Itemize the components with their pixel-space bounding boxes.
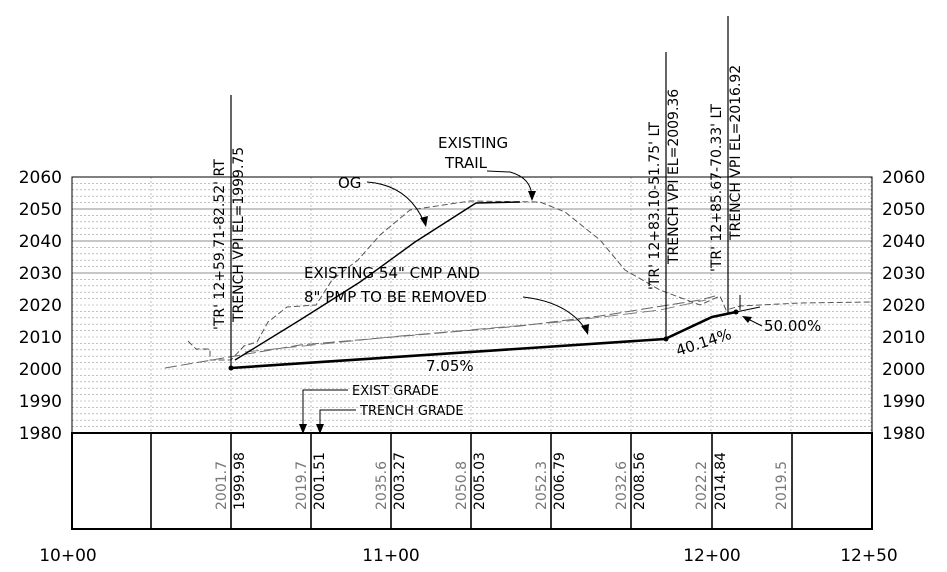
exist-grade-values: 2001.7 2019.7 2035.6 2050.8 2052.3 2032.… <box>214 461 790 510</box>
vpi-left-station: 'TR' 12+59.71-82.52' RT <box>212 159 228 330</box>
vpi-left-callout: 'TR' 12+59.71-82.52' RT TRENCH VPI EL=19… <box>212 147 247 330</box>
trench-grade-value: 2008.56 <box>632 452 648 510</box>
elev-label-right-2060: 2060 <box>882 168 925 188</box>
og-line <box>234 201 521 361</box>
og-leader <box>366 181 425 223</box>
trench-extension <box>735 306 761 313</box>
exist-grade-value: 2050.8 <box>454 461 470 510</box>
exist-grade-value: 2019.7 <box>294 461 310 510</box>
exist-grade-value: 2052.3 <box>534 461 550 510</box>
vpi-right-callout: 'TR' 12+85.67-70.33' LT TRENCH VPI EL=20… <box>709 65 744 272</box>
trench-grade-value: 2006.79 <box>552 452 568 510</box>
exist-grade-value: 2032.6 <box>614 461 630 510</box>
elev-label-right-2000: 2000 <box>882 360 925 380</box>
elev-label-right-2030: 2030 <box>882 264 925 284</box>
exist-grade-value: 2035.6 <box>374 461 390 510</box>
existing-trail-arrowhead <box>528 191 536 201</box>
elev-label-2020: 2020 <box>19 296 62 316</box>
cmp-leader <box>522 296 587 331</box>
exist-grade-label: EXIST GRADE <box>352 384 439 399</box>
trench-grade-leader <box>319 409 356 430</box>
grade-label-7-05: 7.05% <box>426 357 474 375</box>
cmp-label-1: EXISTING 54" CMP AND <box>304 264 480 282</box>
elev-label-1980: 1980 <box>19 424 62 444</box>
exist-grade-arrowhead <box>299 424 307 434</box>
vpi-mid-station: 'TR' 12+83.10-51.75' LT <box>647 122 663 290</box>
trench-grade-value: 2003.27 <box>392 452 408 510</box>
table-dividers <box>150 433 793 529</box>
grade-50-arrowhead <box>742 316 752 323</box>
elev-label-2030: 2030 <box>19 264 62 284</box>
vpi-mid-point <box>663 336 669 342</box>
trench-grade-line <box>230 310 737 370</box>
elev-label-1990: 1990 <box>19 392 62 412</box>
trench-grade-arrowhead <box>316 424 324 434</box>
trench-grade-value: 2014.84 <box>713 452 729 510</box>
vpi-left-elevation: TRENCH VPI EL=1999.75 <box>231 147 247 323</box>
vpi-mid-elevation: TRENCH VPI EL=2009.36 <box>666 89 682 265</box>
grade-50-leader <box>747 318 763 327</box>
station-label-11-00: 11+00 <box>362 546 420 566</box>
vpi-right-elevation: TRENCH VPI EL=2016.92 <box>728 65 744 241</box>
station-label-12-00: 12+00 <box>683 546 741 566</box>
trench-grade-value: 2001.51 <box>312 452 328 510</box>
elev-label-right-2050: 2050 <box>882 200 925 220</box>
exist-grade-leader <box>302 389 348 430</box>
data-table <box>71 432 873 530</box>
vpi-right-station: 'TR' 12+85.67-70.33' LT <box>709 104 725 272</box>
vpi-right-point <box>733 309 739 315</box>
elev-label-2040: 2040 <box>19 232 62 252</box>
exist-grade-value: 2019.5 <box>774 461 790 510</box>
trench-grade-value: 2005.03 <box>472 452 488 510</box>
elev-label-right-2010: 2010 <box>882 328 925 348</box>
existing-trail-label-1: EXISTING <box>438 134 508 152</box>
og-arrowhead <box>420 216 428 227</box>
elev-label-2010: 2010 <box>19 328 62 348</box>
elev-label-2000: 2000 <box>19 360 62 380</box>
elev-label-2060: 2060 <box>19 168 62 188</box>
cmp-arrowhead <box>581 324 589 335</box>
elevation-axis-left: 2060 2050 2040 2030 2020 2010 2000 1990 … <box>19 168 62 444</box>
exist-grade-value: 2022.2 <box>694 461 710 510</box>
cmp-label-2: 8" PMP TO BE REMOVED <box>304 288 487 306</box>
existing-trail-label-2: TRAIL <box>444 154 488 172</box>
trench-grade-value: 1999.98 <box>232 452 248 510</box>
elev-label-right-2020: 2020 <box>882 296 925 316</box>
grade-label-50-00: 50.00% <box>764 317 821 335</box>
station-axis: 10+00 11+00 12+00 12+50 <box>39 546 898 566</box>
major-grid <box>72 176 872 274</box>
vpi-left-point <box>228 365 234 371</box>
existing-ground-line <box>187 200 873 361</box>
elev-label-2050: 2050 <box>19 200 62 220</box>
station-label-12-50: 12+50 <box>840 546 898 566</box>
trench-grade-values: 1999.98 2001.51 2003.27 2005.03 2006.79 … <box>232 452 729 510</box>
elev-label-right-1990: 1990 <box>882 392 925 412</box>
og-label: OG <box>338 174 361 192</box>
elev-label-right-2040: 2040 <box>882 232 925 252</box>
station-label-10-00: 10+00 <box>39 546 97 566</box>
trench-grade-label: TRENCH GRADE <box>359 404 464 419</box>
exist-grade-value: 2001.7 <box>214 461 230 510</box>
existing-trail-leader <box>486 170 533 199</box>
elev-label-right-1980: 1980 <box>882 424 925 444</box>
existing-pipe-line-lower <box>244 299 707 353</box>
vpi-mid-callout: 'TR' 12+83.10-51.75' LT TRENCH VPI EL=20… <box>647 89 682 290</box>
elevation-axis-right: 2060 2050 2040 2030 2020 2010 2000 1990 … <box>882 168 925 444</box>
